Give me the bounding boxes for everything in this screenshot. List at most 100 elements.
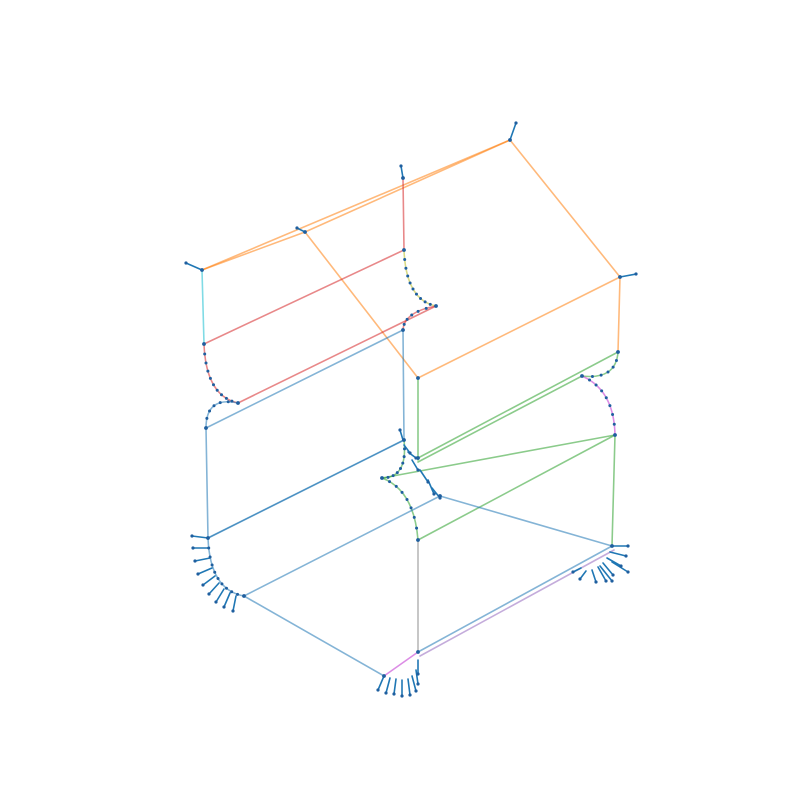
- fillet-vertex: [224, 396, 228, 400]
- fillet-vertex: [236, 401, 240, 405]
- fillet-vertex: [416, 538, 420, 542]
- base-edge-right-back: [439, 495, 613, 547]
- fillet-vertex: [236, 592, 240, 596]
- normal-vector: [597, 566, 607, 582]
- right-vertical-upper: [617, 276, 621, 353]
- normal-tip: [392, 692, 396, 696]
- normal-tip: [408, 693, 412, 697]
- normal-vector: [509, 122, 517, 141]
- fillet-vertex: [423, 300, 427, 304]
- normal-vector: [197, 567, 213, 575]
- green-edge-upper: [417, 351, 619, 459]
- fillet-vertex: [207, 546, 211, 550]
- normal-vector: [185, 262, 203, 271]
- step-edge-upper: [205, 329, 404, 429]
- fillet-vertex: [401, 461, 405, 465]
- normal-tip: [578, 577, 582, 581]
- normal-vector: [385, 677, 391, 694]
- normal-tip: [191, 546, 195, 550]
- normal-vector: [399, 429, 404, 441]
- fillet-vertex: [405, 498, 409, 501]
- fillet-vertex: [213, 570, 217, 574]
- fillet-vertex: [212, 383, 215, 387]
- normal-vector-layer: [185, 122, 637, 697]
- left-vertical-middle: [205, 427, 209, 539]
- normal-tip: [416, 468, 420, 472]
- vertex-layer: [184, 121, 638, 698]
- fillet-vertex: [612, 422, 616, 426]
- fillet-vertex: [380, 476, 384, 480]
- green-edge-lower: [417, 434, 616, 541]
- vertex: [508, 138, 512, 142]
- fillet-vertex: [218, 401, 222, 405]
- vertex: [416, 650, 420, 654]
- normal-vector: [194, 557, 211, 562]
- top-edge-front: [417, 276, 621, 379]
- normal-tip: [222, 605, 226, 609]
- normal-vector: [407, 678, 411, 696]
- normal-tip: [414, 689, 418, 693]
- normal-tip: [214, 600, 218, 604]
- fillet-vertex: [406, 274, 410, 278]
- edge-layer: [201, 139, 621, 677]
- fillet-vertex: [434, 304, 438, 308]
- fillet-vertex: [220, 582, 224, 586]
- normal-tip: [416, 672, 420, 676]
- fillet-vertex: [611, 365, 615, 369]
- fillet-vertex: [402, 322, 406, 326]
- fillet-vertex: [414, 292, 418, 296]
- vertex: [610, 544, 614, 548]
- fillet-vertex: [408, 281, 412, 285]
- normal-vector: [609, 551, 627, 557]
- normal-vector: [393, 678, 397, 695]
- normal-vector: [232, 595, 237, 612]
- fillet-vertex: [403, 447, 407, 451]
- fillet-vertex: [600, 389, 604, 393]
- shelf-edge-lower: [237, 305, 437, 404]
- fillet-vertex: [428, 302, 432, 306]
- fillet-vertex: [616, 350, 620, 354]
- fillet-vertex: [242, 594, 246, 598]
- normal-tip: [610, 579, 614, 583]
- fillet-vertex: [216, 577, 220, 580]
- fillet-vertex: [395, 471, 399, 475]
- fillet-vertex: [401, 328, 405, 332]
- normal-tip: [611, 573, 615, 577]
- inner-vertical-middle: [402, 329, 405, 441]
- fillet-vertex: [411, 287, 415, 291]
- fillet-vertex: [594, 383, 598, 387]
- fillet-vertex: [580, 374, 584, 378]
- fillet-vertex: [611, 412, 615, 416]
- green-edge-upper-inner: [417, 375, 583, 463]
- normal-tip: [190, 534, 194, 538]
- right-vertical-lower: [611, 434, 616, 547]
- vertex: [401, 176, 405, 180]
- normal-tip: [426, 480, 430, 484]
- normal-vector: [419, 469, 429, 483]
- normal-tip: [201, 583, 205, 587]
- vertex: [382, 674, 386, 678]
- normal-tip: [231, 609, 235, 613]
- normal-vector: [599, 565, 613, 582]
- fillet-vertex: [226, 400, 230, 404]
- inner-vertical-top: [402, 177, 405, 251]
- fillet-vertex: [204, 426, 208, 430]
- normal-vector: [191, 535, 209, 539]
- normal-tip: [514, 121, 518, 125]
- normal-tip: [624, 554, 628, 558]
- fillet-vertex: [208, 555, 212, 559]
- fillet-vertex: [424, 306, 428, 310]
- fillet-vertex: [212, 404, 216, 408]
- normal-vector: [223, 592, 231, 608]
- normal-vector: [403, 444, 411, 454]
- normal-vector: [579, 570, 587, 580]
- normal-vector: [202, 575, 216, 586]
- normal-vector: [591, 569, 597, 583]
- normal-vector: [208, 582, 220, 595]
- top-edge-left-front: [201, 231, 306, 271]
- shelf-edge-upper: [203, 249, 405, 345]
- normal-tip: [184, 261, 188, 265]
- fillet-vertex: [208, 376, 212, 380]
- normal-vector: [377, 675, 385, 691]
